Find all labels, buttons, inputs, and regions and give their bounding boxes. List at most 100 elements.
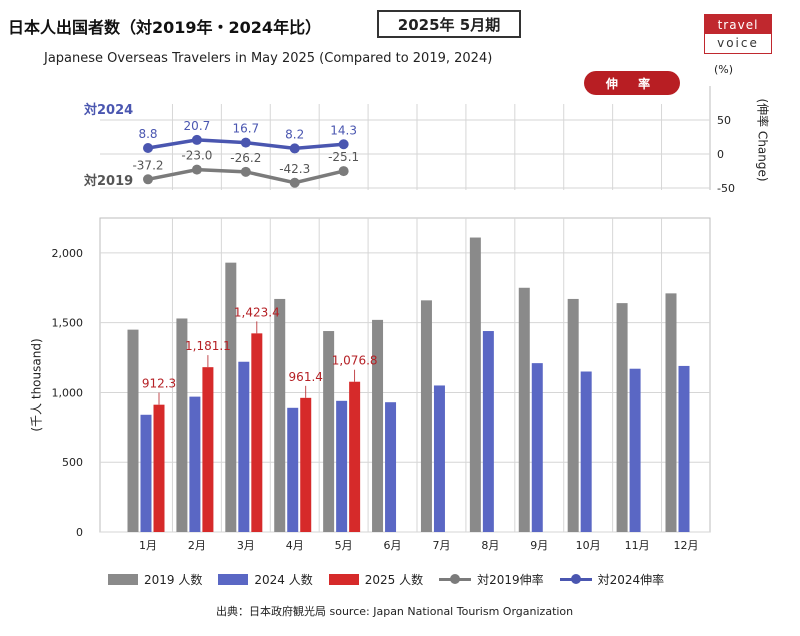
bar-2024-人数-3月 [238,361,250,532]
line-data-label: -37.2 [132,158,163,172]
logo-top-text: travel [705,15,771,34]
line-point-対2019伸率 [240,166,251,177]
chart-title-jp: 日本人出国者数（対2019年・2024年比） [8,18,322,37]
legend-label-2024: 2024 人数 [254,572,313,587]
bar-2019-人数-5月 [323,331,335,532]
bar-2024-人数-2月 [189,396,201,532]
x-tick-label: 8月 [481,539,499,552]
bar-2019-人数-11月 [616,303,628,532]
legend-swatch-vs2019 [439,573,472,585]
legend-item-vs2019: 対2019伸率 [439,571,544,588]
bar-2024-人数-6月 [385,402,397,532]
bar-2024-人数-1月 [140,414,152,532]
line-point-対2024伸率 [338,139,349,150]
line-data-label: 8.8 [138,127,157,141]
period-box: 2025年 5月期 [377,10,521,38]
legend-label-2019: 2019 人数 [144,572,203,587]
line-data-label: 20.7 [184,119,211,133]
line-data-label: 14.3 [330,123,357,137]
legend-item-vs2024: 対2024伸率 [559,571,665,588]
bar-2024-人数-12月 [678,365,690,532]
logo-bottom-text: voice [717,36,759,50]
line-point-対2019伸率 [143,174,153,185]
line-point-対2024伸率 [289,143,300,154]
y-tick-label: 1,500 [52,317,84,330]
data-label-2025: 1,423.4 [234,305,280,319]
bar-2024-人数-4月 [287,407,299,532]
bar-2025-人数-5月 [349,381,361,532]
bar-2019-人数-9月 [518,287,530,532]
data-label-2025: 912.3 [142,377,176,391]
x-tick-label: 7月 [432,539,450,552]
line-data-label: -23.0 [181,149,212,163]
legend-item-2024: 2024 人数 [218,571,313,588]
source-note: 出典：日本政府観光局 source: Japan National Touris… [216,605,574,618]
x-tick-label: 1月 [139,539,157,552]
line-point-対2024伸率 [240,137,251,148]
line-data-label: -26.2 [230,151,261,165]
x-tick-label: 11月 [625,539,650,552]
x-tick-label: 10月 [576,539,601,552]
legend-label-2025: 2025 人数 [364,572,424,587]
bar-2019-人数-12月 [665,293,677,532]
y-tick-label: 1,000 [52,386,84,399]
x-tick-label: 5月 [335,539,353,552]
line-data-label: -25.1 [328,150,359,164]
line-point-対2019伸率 [289,177,300,188]
bar-2025-人数-2月 [202,367,214,532]
line-data-label: 8.2 [285,127,304,141]
bar-2024-人数-8月 [482,331,494,532]
percent-unit-label: (%) [714,63,734,76]
bar-2019-人数-1月 [127,329,139,532]
y-tick-label: 2,000 [52,247,84,260]
series-label-vs2019: 対2019 [83,173,133,189]
series-label-vs2024: 対2024 [83,102,133,118]
bar-2025-人数-1月 [153,404,165,532]
bar-2024-人数-11月 [629,368,641,532]
y-tick-label: 0 [76,526,83,539]
line-point-対2024伸率 [143,143,153,154]
bar-2024-人数-7月 [433,385,445,532]
legend-swatch-2019 [108,573,138,585]
legend-label-vs2019: 対2019伸率 [477,572,544,587]
chart-title-en: Japanese Overseas Travelers in May 2025 … [44,51,493,66]
legend-item-2019: 2019 人数 [108,571,202,588]
line-data-label: -42.3 [279,162,310,176]
change-badge: 伸 率 [584,71,680,95]
line-point-対2019伸率 [338,166,349,177]
bar-2019-人数-4月 [274,298,286,532]
bar-2024-人数-5月 [336,400,348,532]
x-tick-label: 6月 [384,539,402,552]
bar-2019-人数-7月 [420,300,432,532]
line-point-対2019伸率 [191,164,202,175]
bar-2019-人数-6月 [372,319,384,532]
x-tick-label: 9月 [530,539,548,552]
bar-2025-人数-4月 [300,397,312,532]
line-data-label: 16.7 [232,122,259,136]
right-tick-label: 0 [717,148,724,161]
bar-2019-人数-8月 [469,237,481,532]
line-point-対2024伸率 [191,134,202,145]
right-tick-label: 50 [717,114,731,127]
legend: 2019 人数 2024 人数 2025 人数 対2019伸率 対2024伸率 [108,569,680,589]
x-tick-label: 2月 [188,539,206,552]
data-label-2025: 1,181.1 [185,339,231,353]
bar-2019-人数-2月 [176,318,188,532]
bar-2024-人数-9月 [531,363,543,532]
bar-2019-人数-3月 [225,262,237,532]
data-label-2025: 1,076.8 [332,354,378,368]
bar-2019-人数-10月 [567,298,579,532]
legend-swatch-vs2024 [559,573,592,585]
legend-item-2025: 2025 人数 [328,571,424,588]
x-tick-label: 3月 [237,539,255,552]
x-tick-label: 12月 [674,539,699,552]
legend-swatch-2025 [328,573,359,585]
legend-label-vs2024: 対2024伸率 [597,572,665,587]
y-tick-label: 500 [62,456,83,469]
data-label-2025: 961.4 [289,370,323,384]
x-tick-label: 4月 [286,539,304,552]
legend-swatch-2024 [218,573,249,585]
travelvoice-logo: travel voice [704,14,772,54]
bar-2025-人数-3月 [251,333,263,532]
